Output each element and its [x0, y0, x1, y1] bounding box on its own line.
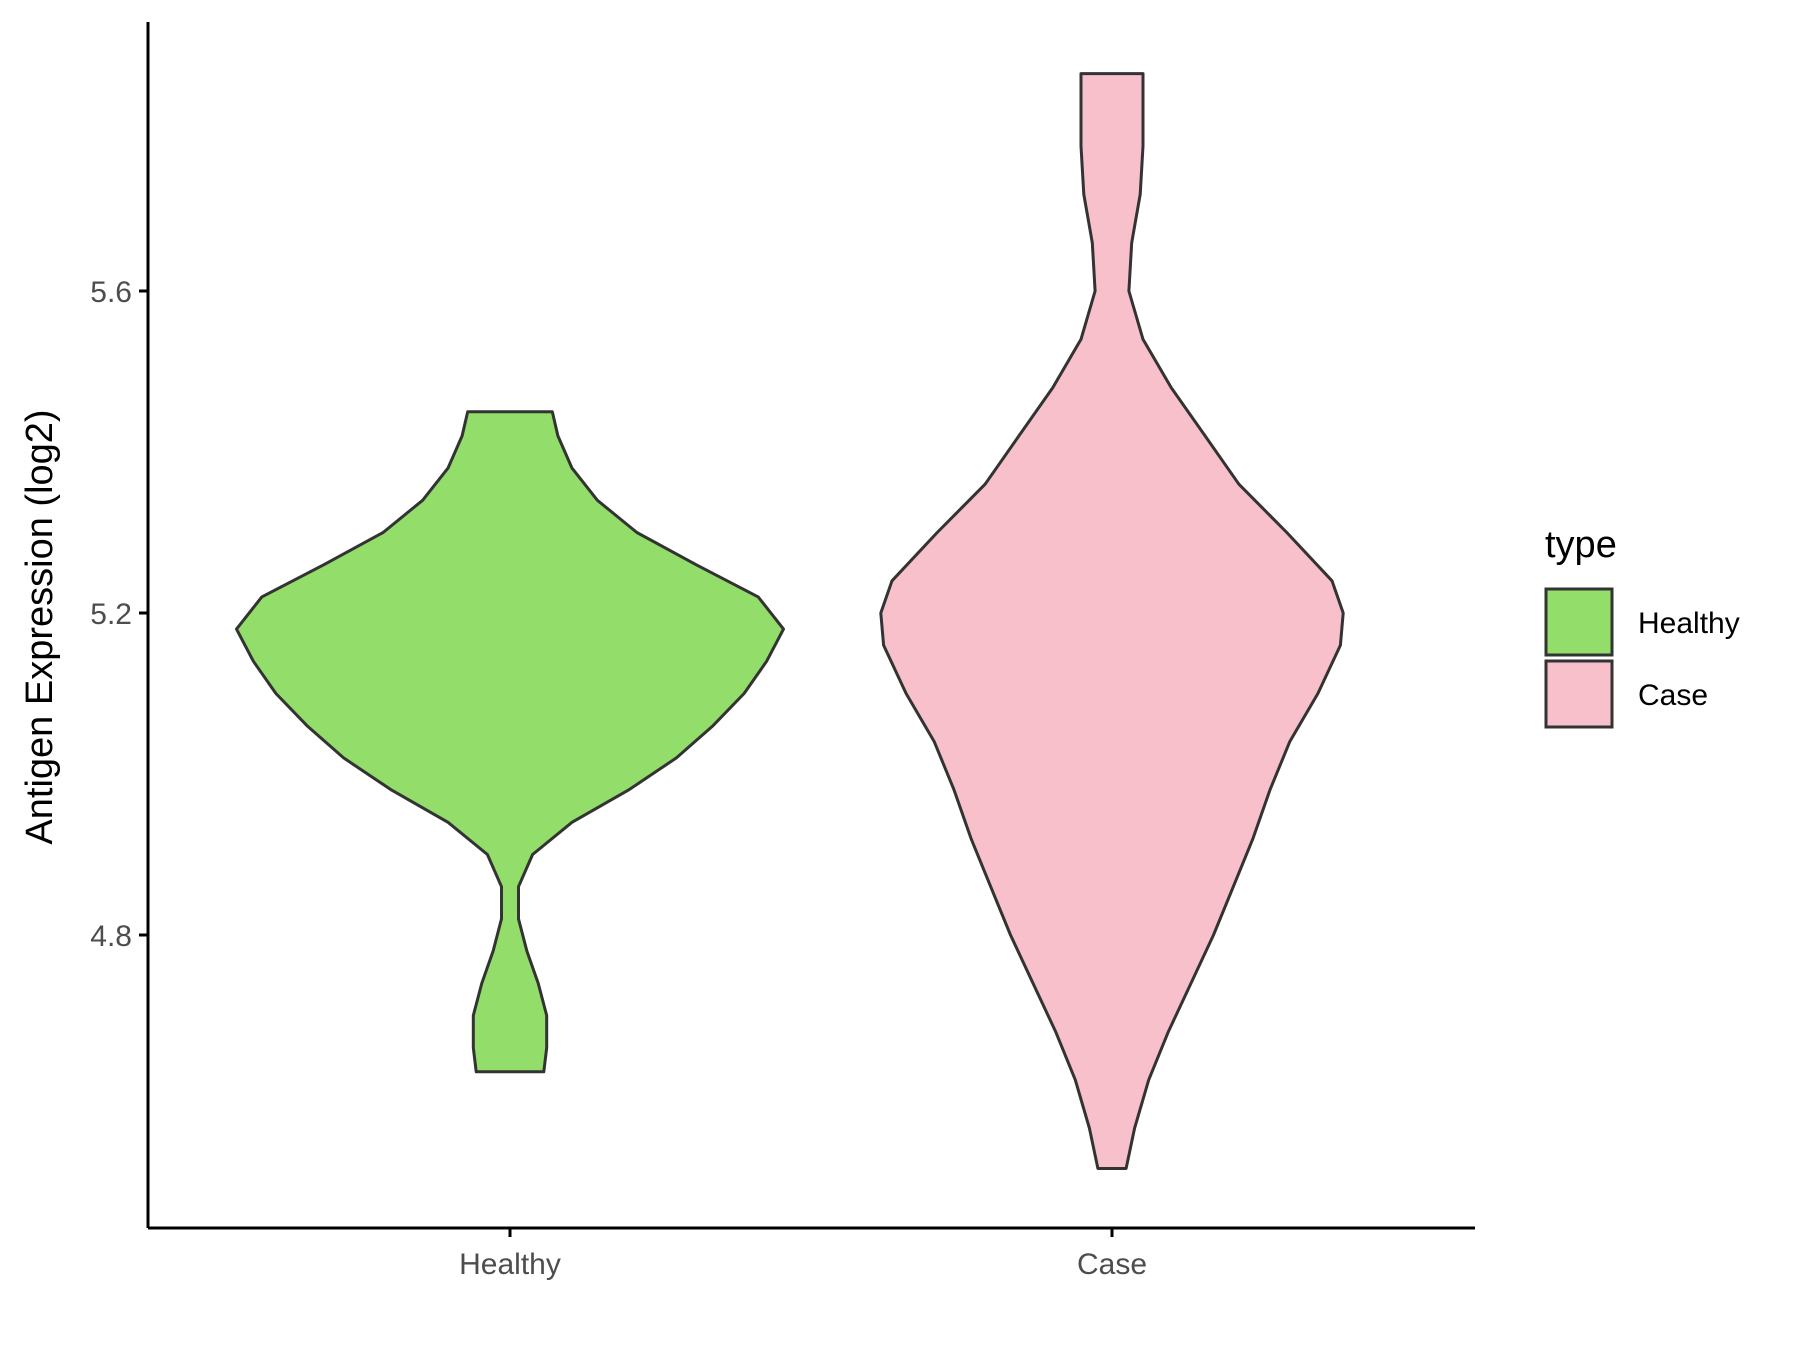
- x-tick-label-case: Case: [1077, 1248, 1147, 1281]
- plot-area: [235, 72, 1345, 1170]
- violin-case: [879, 72, 1345, 1170]
- legend-label-healthy: Healthy: [1638, 607, 1740, 640]
- y-axis: 4.8 5.2 5.6: [90, 22, 150, 1228]
- legend-key-case: [1544, 659, 1614, 729]
- y-tick-label: 5.2: [90, 598, 132, 631]
- y-tick-label: 5.6: [90, 276, 132, 309]
- legend: type Healthy Case: [1544, 524, 1740, 729]
- x-axis: Healthy Case: [148, 1226, 1475, 1281]
- legend-title: type: [1545, 524, 1617, 566]
- legend-label-case: Case: [1638, 679, 1708, 712]
- y-axis-title: Antigen Expression (log2): [19, 409, 61, 844]
- y-tick-label: 4.8: [90, 920, 132, 953]
- legend-key-healthy: [1544, 587, 1614, 657]
- x-tick-label-healthy: Healthy: [459, 1248, 561, 1281]
- violin-healthy: [235, 410, 785, 1074]
